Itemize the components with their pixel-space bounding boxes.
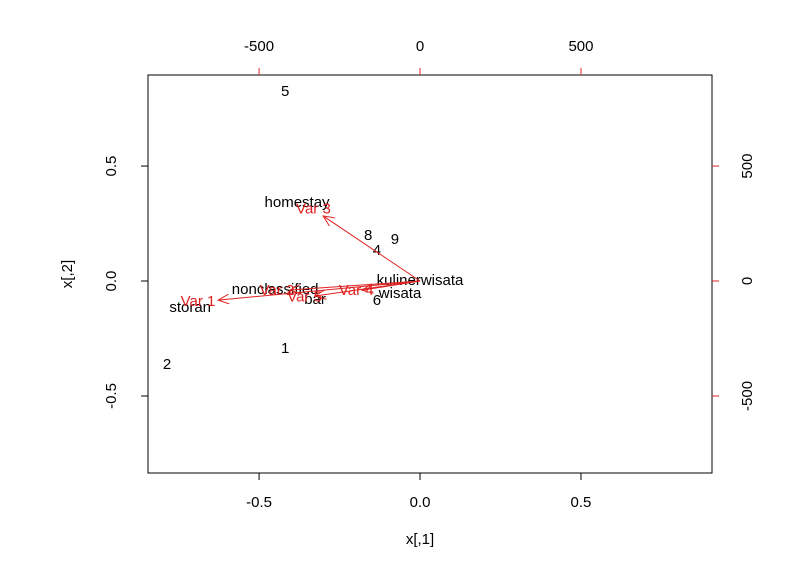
point-label: storan — [169, 299, 211, 316]
x-tick-label: 0.5 — [571, 494, 592, 511]
y2-tick-label: 500 — [739, 154, 756, 179]
arrow-label: Var 2 — [260, 282, 295, 299]
y2-tick-label: 0 — [739, 277, 756, 285]
x2-tick-label: 0 — [416, 38, 424, 55]
point-label: 1 — [281, 340, 289, 357]
point-label: 6 — [373, 292, 381, 309]
arrow — [315, 280, 421, 296]
arrow — [323, 216, 421, 282]
arrow-label: Var 4 — [339, 282, 374, 299]
y-tick-label: 0.0 — [103, 271, 120, 292]
point-label: 5 — [281, 83, 289, 100]
y2-tick-label: -500 — [739, 381, 756, 411]
plot-frame — [147, 74, 713, 474]
x2-tick-label: 500 — [568, 38, 593, 55]
x2-tick-label: -500 — [244, 38, 274, 55]
arrow-label: Var 1 — [181, 293, 216, 310]
x-tick-label: 0.0 — [410, 494, 431, 511]
arrow-label: Var 3 — [296, 200, 331, 217]
x-axis-label: x[,1] — [406, 531, 434, 548]
point-label: 9 — [391, 231, 399, 248]
point-label: wisata — [378, 285, 422, 302]
y-tick-label: -0.5 — [103, 383, 120, 409]
arrow-label: Var 5 — [287, 288, 322, 305]
arrow — [290, 280, 421, 290]
point-label: homestay — [265, 194, 331, 211]
point-label: 8 — [364, 227, 372, 244]
point-label: 4 — [373, 242, 381, 259]
y-tick-label: 0.5 — [103, 156, 120, 177]
point-label: kulinerwisata — [377, 272, 464, 289]
y-axis-label: x[,2] — [59, 260, 76, 288]
point-label: 2 — [163, 356, 171, 373]
x-tick-label: -0.5 — [246, 494, 272, 511]
